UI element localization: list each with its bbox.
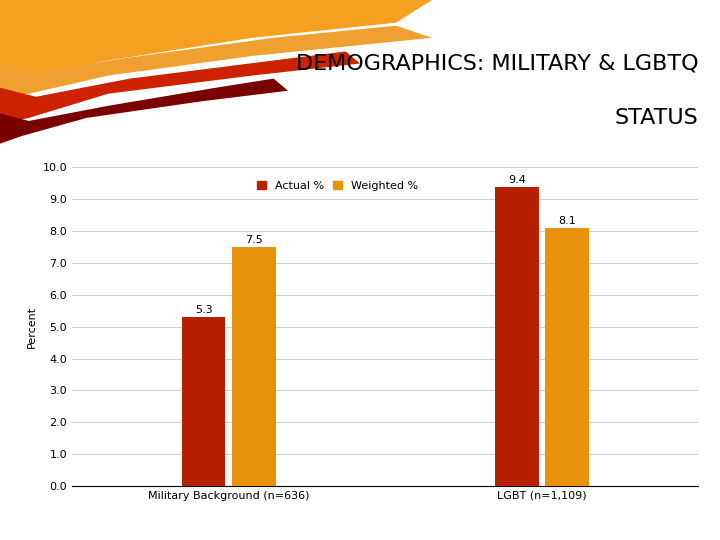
Bar <box>181 317 225 486</box>
Bar <box>545 228 589 486</box>
Polygon shape <box>0 79 288 144</box>
Legend: Actual %, Weighted %: Actual %, Weighted % <box>253 176 423 195</box>
Bar <box>232 247 276 486</box>
Y-axis label: Percent: Percent <box>27 306 37 348</box>
Text: DEMOGRAPHICS: MILITARY & LGBTQ: DEMOGRAPHICS: MILITARY & LGBTQ <box>296 53 698 73</box>
Text: STATUS: STATUS <box>615 108 698 128</box>
Text: 9.4: 9.4 <box>508 174 526 185</box>
Polygon shape <box>0 51 360 124</box>
Text: 8.1: 8.1 <box>558 216 576 226</box>
Polygon shape <box>0 26 432 98</box>
Text: 5.3: 5.3 <box>194 305 212 315</box>
Text: 7.5: 7.5 <box>245 235 263 245</box>
Polygon shape <box>0 0 432 76</box>
Bar <box>495 186 539 486</box>
